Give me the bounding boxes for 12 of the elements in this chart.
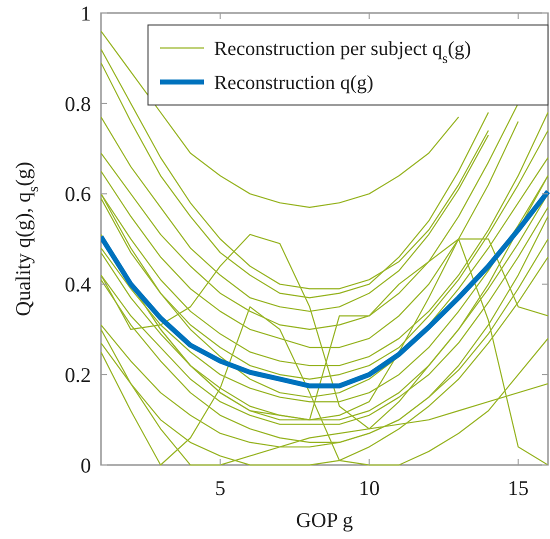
y-tick-label: 0 bbox=[80, 453, 91, 478]
y-tick-label: 0.4 bbox=[64, 272, 92, 297]
x-tick-label: 5 bbox=[214, 476, 226, 500]
y-tick-label: 1 bbox=[80, 1, 91, 26]
y-tick-label: 0.2 bbox=[64, 362, 91, 387]
x-tick-label: 15 bbox=[508, 476, 529, 500]
x-axis-title: GOP g bbox=[296, 508, 354, 532]
y-tick-label: 0.8 bbox=[64, 92, 91, 116]
legend-label: Reconstruction per subject q$_{s}$(g) bbox=[214, 38, 472, 66]
y-tick-label: 0.6 bbox=[64, 182, 91, 206]
x-tick-label: 10 bbox=[358, 476, 380, 500]
legend-label: Reconstruction q(g) bbox=[214, 72, 374, 94]
